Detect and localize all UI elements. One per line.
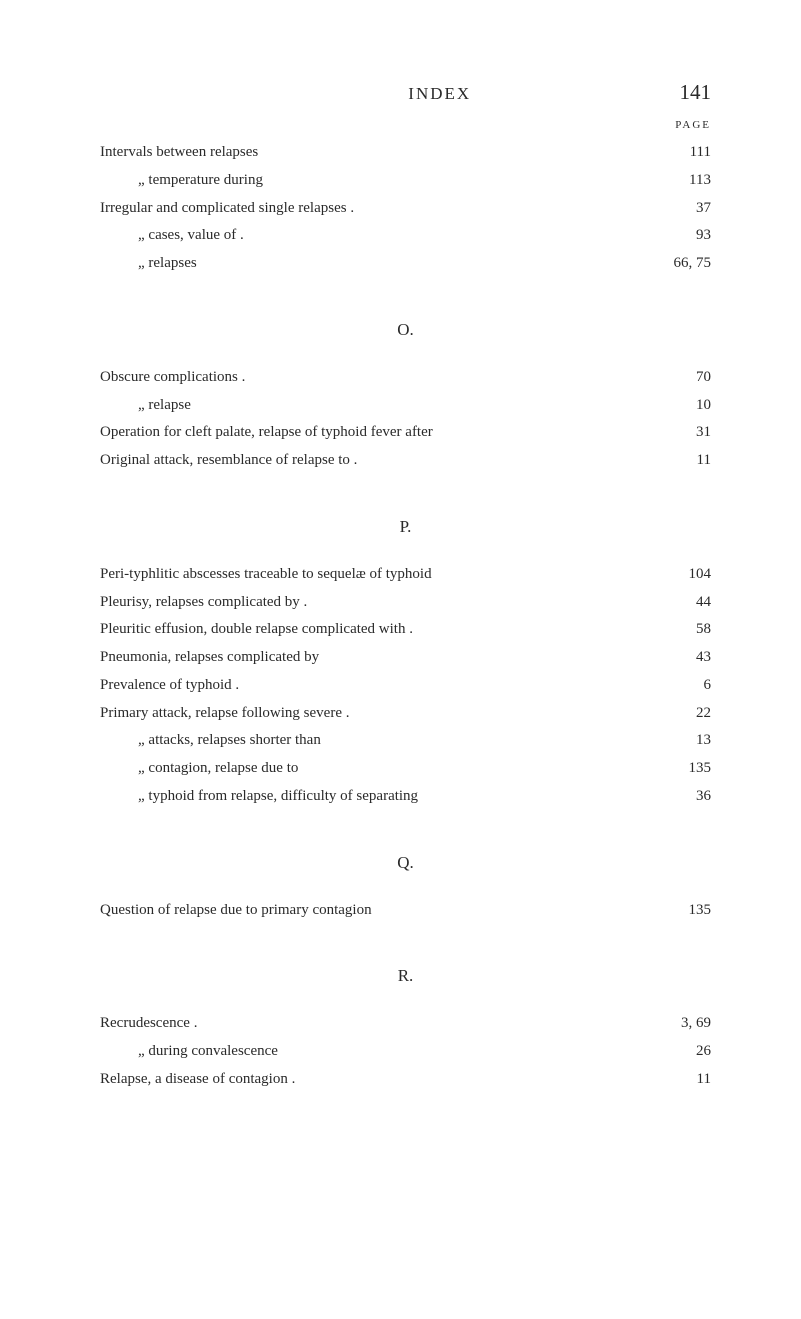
entry-page: 66, 75 — [651, 250, 711, 278]
entry-text: Relapse, a disease of contagion . — [100, 1066, 651, 1094]
index-entry: Irregular and complicated single relapse… — [100, 195, 711, 223]
index-entry: „ contagion, relapse due to 135 — [100, 755, 711, 783]
entry-page: 10 — [651, 392, 711, 420]
entry-page: 104 — [651, 561, 711, 589]
entry-page: 70 — [651, 364, 711, 392]
entry-page: 58 — [651, 616, 711, 644]
index-entry: „ relapse 10 — [100, 392, 711, 420]
entry-text: „ attacks, relapses shorter than — [100, 727, 651, 755]
entry-text: Peri-typhlitic abscesses traceable to se… — [100, 561, 651, 589]
entry-text: Prevalence of typhoid . — [100, 672, 651, 700]
entry-text: Obscure complications . — [100, 364, 651, 392]
page-column-header: PAGE — [100, 119, 711, 131]
index-entry: Pleurisy, relapses complicated by . 44 — [100, 589, 711, 617]
index-entry: Pleuritic effusion, double relapse compl… — [100, 616, 711, 644]
entry-page: 36 — [651, 783, 711, 811]
entry-text: Original attack, resemblance of relapse … — [100, 447, 651, 475]
section-o: Obscure complications . 70 „ relapse 10 … — [100, 364, 711, 475]
entry-page: 3, 69 — [651, 1010, 711, 1038]
entry-text: Question of relapse due to primary conta… — [100, 897, 651, 925]
entry-text: „ during convalescence — [100, 1038, 651, 1066]
header-row: INDEX 141 — [100, 80, 711, 105]
index-title: INDEX — [100, 84, 680, 104]
entry-text: „ contagion, relapse due to — [100, 755, 651, 783]
section-letter-o: O. — [100, 320, 711, 340]
entry-page: 13 — [651, 727, 711, 755]
entry-page: 93 — [651, 222, 711, 250]
entry-text: Intervals between relapses — [100, 139, 651, 167]
entry-text: Pleurisy, relapses complicated by . — [100, 589, 651, 617]
index-entry: Operation for cleft palate, relapse of t… — [100, 419, 711, 447]
index-entry: Intervals between relapses 111 — [100, 139, 711, 167]
index-entry: „ typhoid from relapse, difficulty of se… — [100, 783, 711, 811]
entry-page: 44 — [651, 589, 711, 617]
index-entry: Prevalence of typhoid . 6 — [100, 672, 711, 700]
section-letter-p: P. — [100, 517, 711, 537]
entry-page: 22 — [651, 700, 711, 728]
entry-page: 6 — [651, 672, 711, 700]
entry-text: Pleuritic effusion, double relapse compl… — [100, 616, 651, 644]
entry-text: Recrudescence . — [100, 1010, 651, 1038]
entry-text: „ relapse — [100, 392, 651, 420]
entry-page: 31 — [651, 419, 711, 447]
section-r: Recrudescence . 3, 69 „ during convalesc… — [100, 1010, 711, 1093]
entry-page: 135 — [651, 897, 711, 925]
entry-page: 43 — [651, 644, 711, 672]
index-entry: Original attack, resemblance of relapse … — [100, 447, 711, 475]
entry-page: 11 — [651, 447, 711, 475]
entry-text: „ relapses — [100, 250, 651, 278]
entry-text: „ typhoid from relapse, difficulty of se… — [100, 783, 651, 811]
index-entry: Obscure complications . 70 — [100, 364, 711, 392]
page-content: INDEX 141 PAGE Intervals between relapse… — [0, 0, 801, 1154]
index-entry: Question of relapse due to primary conta… — [100, 897, 711, 925]
entry-page: 37 — [651, 195, 711, 223]
index-entry: „ attacks, relapses shorter than 13 — [100, 727, 711, 755]
entry-text: „ cases, value of . — [100, 222, 651, 250]
index-entry: Recrudescence . 3, 69 — [100, 1010, 711, 1038]
section-letter-q: Q. — [100, 853, 711, 873]
entry-page: 26 — [651, 1038, 711, 1066]
section-p: Peri-typhlitic abscesses traceable to se… — [100, 561, 711, 811]
section-letter-r: R. — [100, 966, 711, 986]
entry-text: „ temperature during — [100, 167, 651, 195]
section-q: Question of relapse due to primary conta… — [100, 897, 711, 925]
entry-text: Irregular and complicated single relapse… — [100, 195, 651, 223]
index-entry: „ during convalescence 26 — [100, 1038, 711, 1066]
page-number: 141 — [680, 80, 712, 105]
entry-text: Operation for cleft palate, relapse of t… — [100, 419, 651, 447]
entry-page: 113 — [651, 167, 711, 195]
entry-text: Primary attack, relapse following severe… — [100, 700, 651, 728]
index-entry: Primary attack, relapse following severe… — [100, 700, 711, 728]
entry-page: 135 — [651, 755, 711, 783]
entry-page: 111 — [651, 139, 711, 167]
index-entry: Peri-typhlitic abscesses traceable to se… — [100, 561, 711, 589]
entry-text: Pneumonia, relapses complicated by — [100, 644, 651, 672]
index-entry: „ relapses 66, 75 — [100, 250, 711, 278]
index-entry: „ temperature during 113 — [100, 167, 711, 195]
section-i: Intervals between relapses 111 „ tempera… — [100, 139, 711, 278]
index-entry: „ cases, value of . 93 — [100, 222, 711, 250]
index-entry: Relapse, a disease of contagion . 11 — [100, 1066, 711, 1094]
entry-page: 11 — [651, 1066, 711, 1094]
index-entry: Pneumonia, relapses complicated by 43 — [100, 644, 711, 672]
